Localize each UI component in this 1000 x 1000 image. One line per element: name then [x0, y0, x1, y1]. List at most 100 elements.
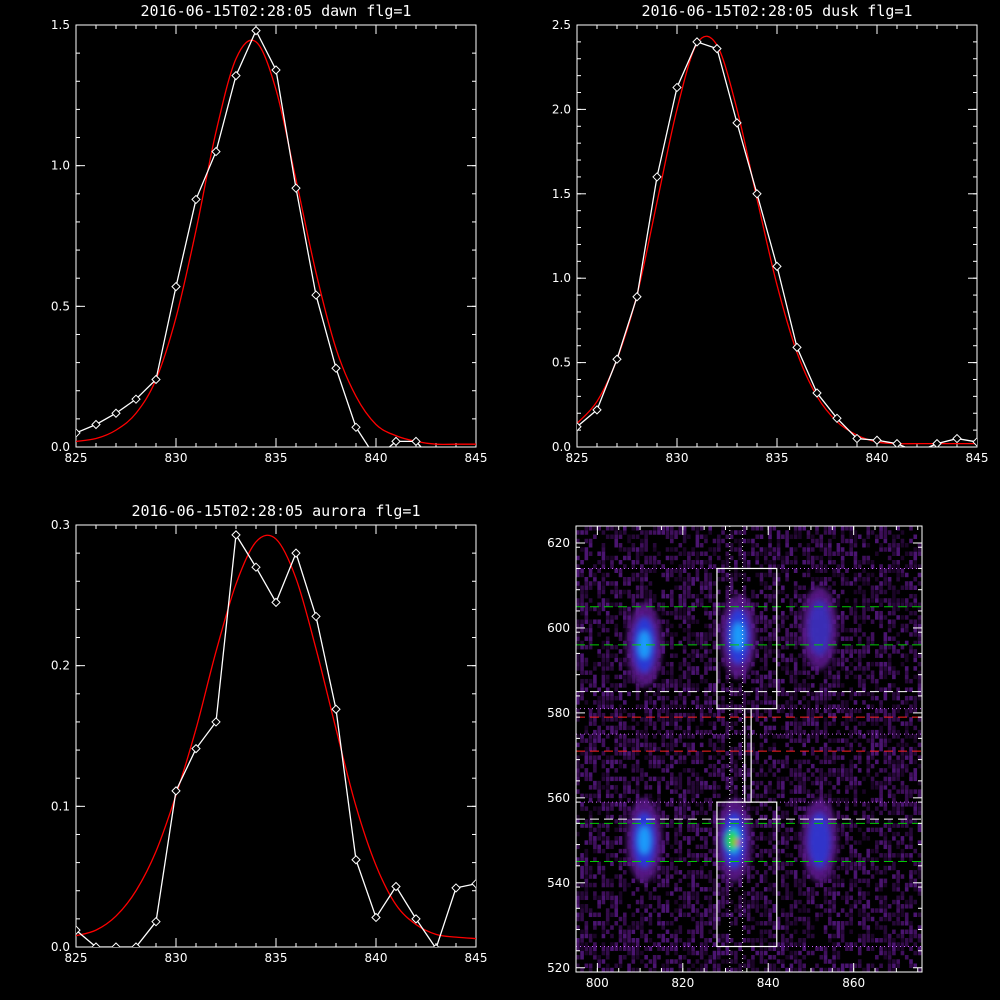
- heatmap-cell: [674, 653, 678, 658]
- heatmap-cell: [708, 547, 713, 552]
- heatmap-cell: [742, 678, 747, 684]
- heatmap-cell: [793, 810, 798, 816]
- heatmap-cell: [708, 908, 713, 913]
- heatmap-cell: [900, 530, 905, 535]
- heatmap-cell: [695, 874, 700, 879]
- heatmap-cell: [887, 666, 892, 671]
- heatmap-cell: [721, 959, 725, 964]
- heatmap-cell: [721, 683, 725, 688]
- heatmap-cell: [580, 687, 584, 692]
- heatmap-cell: [593, 759, 597, 765]
- heatmap-cell: [768, 899, 772, 905]
- heatmap-cell: [913, 810, 918, 816]
- heatmap-cell: [883, 666, 888, 671]
- heatmap-cell: [840, 831, 845, 837]
- heatmap-cell: [836, 768, 841, 773]
- heatmap-cell: [768, 534, 772, 539]
- heatmap-cell: [798, 938, 802, 943]
- heatmap-cell: [618, 606, 623, 612]
- heatmap-cell: [695, 695, 700, 701]
- data-point-marker: [952, 433, 962, 444]
- heatmap-cell: [896, 823, 900, 828]
- heatmap-cell: [883, 882, 888, 888]
- heatmap-cell: [857, 963, 862, 969]
- heatmap-cell: [904, 768, 909, 773]
- heatmap-cell: [576, 946, 580, 952]
- heatmap-cell: [742, 695, 747, 701]
- heatmap-cell: [699, 887, 704, 892]
- heatmap-cell: [678, 678, 683, 684]
- heatmap-cell: [584, 925, 589, 930]
- heatmap-cell: [755, 593, 760, 599]
- heatmap-cell: [691, 887, 695, 892]
- heatmap-cell: [631, 572, 636, 578]
- heatmap-cell: [853, 840, 858, 845]
- heatmap-cell: [836, 632, 841, 637]
- heatmap-cell: [605, 572, 610, 578]
- heatmap-cell: [725, 551, 730, 556]
- heatmap-cell: [909, 644, 913, 650]
- heatmap-cell: [657, 955, 661, 960]
- heatmap-cell: [601, 598, 606, 603]
- heatmap-cell: [823, 564, 828, 569]
- heatmap-cell: [853, 870, 858, 875]
- heatmap-cell: [618, 823, 623, 828]
- heatmap-cell: [810, 534, 815, 539]
- heatmap-cell: [704, 729, 708, 735]
- heatmap-cell: [648, 530, 653, 535]
- heatmap-cell: [815, 708, 819, 714]
- heatmap-cell: [798, 891, 802, 896]
- heatmap-cell: [627, 534, 631, 539]
- heatmap-cell: [691, 827, 695, 833]
- heatmap-cell: [712, 627, 717, 633]
- heatmap-cell: [687, 776, 691, 782]
- heatmap-cell: [618, 895, 623, 901]
- heatmap-cell: [751, 848, 755, 854]
- heatmap-cell: [712, 666, 717, 671]
- heatmap-cell: [870, 564, 875, 569]
- heatmap-cell: [665, 946, 670, 952]
- heatmap-cell: [627, 593, 631, 599]
- heatmap-cell: [644, 904, 648, 909]
- heatmap-cell: [781, 598, 785, 603]
- heatmap-cell: [832, 942, 836, 947]
- heatmap-cell: [900, 874, 905, 879]
- heatmap-cell: [840, 772, 845, 777]
- heatmap-cell: [622, 555, 627, 561]
- heatmap-cell: [810, 555, 815, 561]
- heatmap-cell: [781, 882, 785, 888]
- heatmap-cell: [798, 610, 802, 616]
- heatmap-cell: [657, 530, 661, 535]
- heatmap-cell: [913, 882, 918, 888]
- heatmap-cell: [708, 683, 713, 688]
- heatmap-cell: [597, 912, 601, 918]
- heatmap-cell: [819, 789, 824, 794]
- heatmap-cell: [584, 887, 589, 892]
- heatmap-cell: [853, 564, 858, 569]
- heatmap-cell: [687, 938, 691, 943]
- heatmap-cell: [853, 559, 858, 565]
- chart-title-dusk: 2016-06-15T02:28:05 dusk flg=1: [642, 2, 913, 20]
- heatmap-cell: [657, 878, 661, 884]
- heatmap-cell: [857, 946, 862, 952]
- heatmap-cell: [849, 878, 853, 884]
- heatmap-cell: [738, 542, 742, 548]
- heatmap-cell: [674, 585, 678, 590]
- heatmap-cell: [593, 755, 597, 760]
- heatmap-cell: [618, 925, 623, 930]
- heatmap-cell: [849, 746, 853, 752]
- heatmap-cell: [597, 755, 601, 760]
- heatmap-cell: [772, 589, 777, 595]
- heatmap-cell: [853, 649, 858, 654]
- heatmap-cell: [849, 823, 853, 828]
- heatmap-cell: [776, 921, 781, 926]
- heatmap-cell: [781, 776, 785, 782]
- heatmap-cell: [866, 763, 871, 769]
- heatmap-cell: [584, 874, 589, 879]
- plot-frame-aurora: [75, 524, 477, 948]
- heatmap-cell: [678, 797, 683, 803]
- heatmap-cell: [704, 661, 708, 667]
- heatmap-cell: [887, 644, 892, 650]
- heatmap-cell: [755, 572, 760, 578]
- heatmap-cell: [828, 899, 832, 905]
